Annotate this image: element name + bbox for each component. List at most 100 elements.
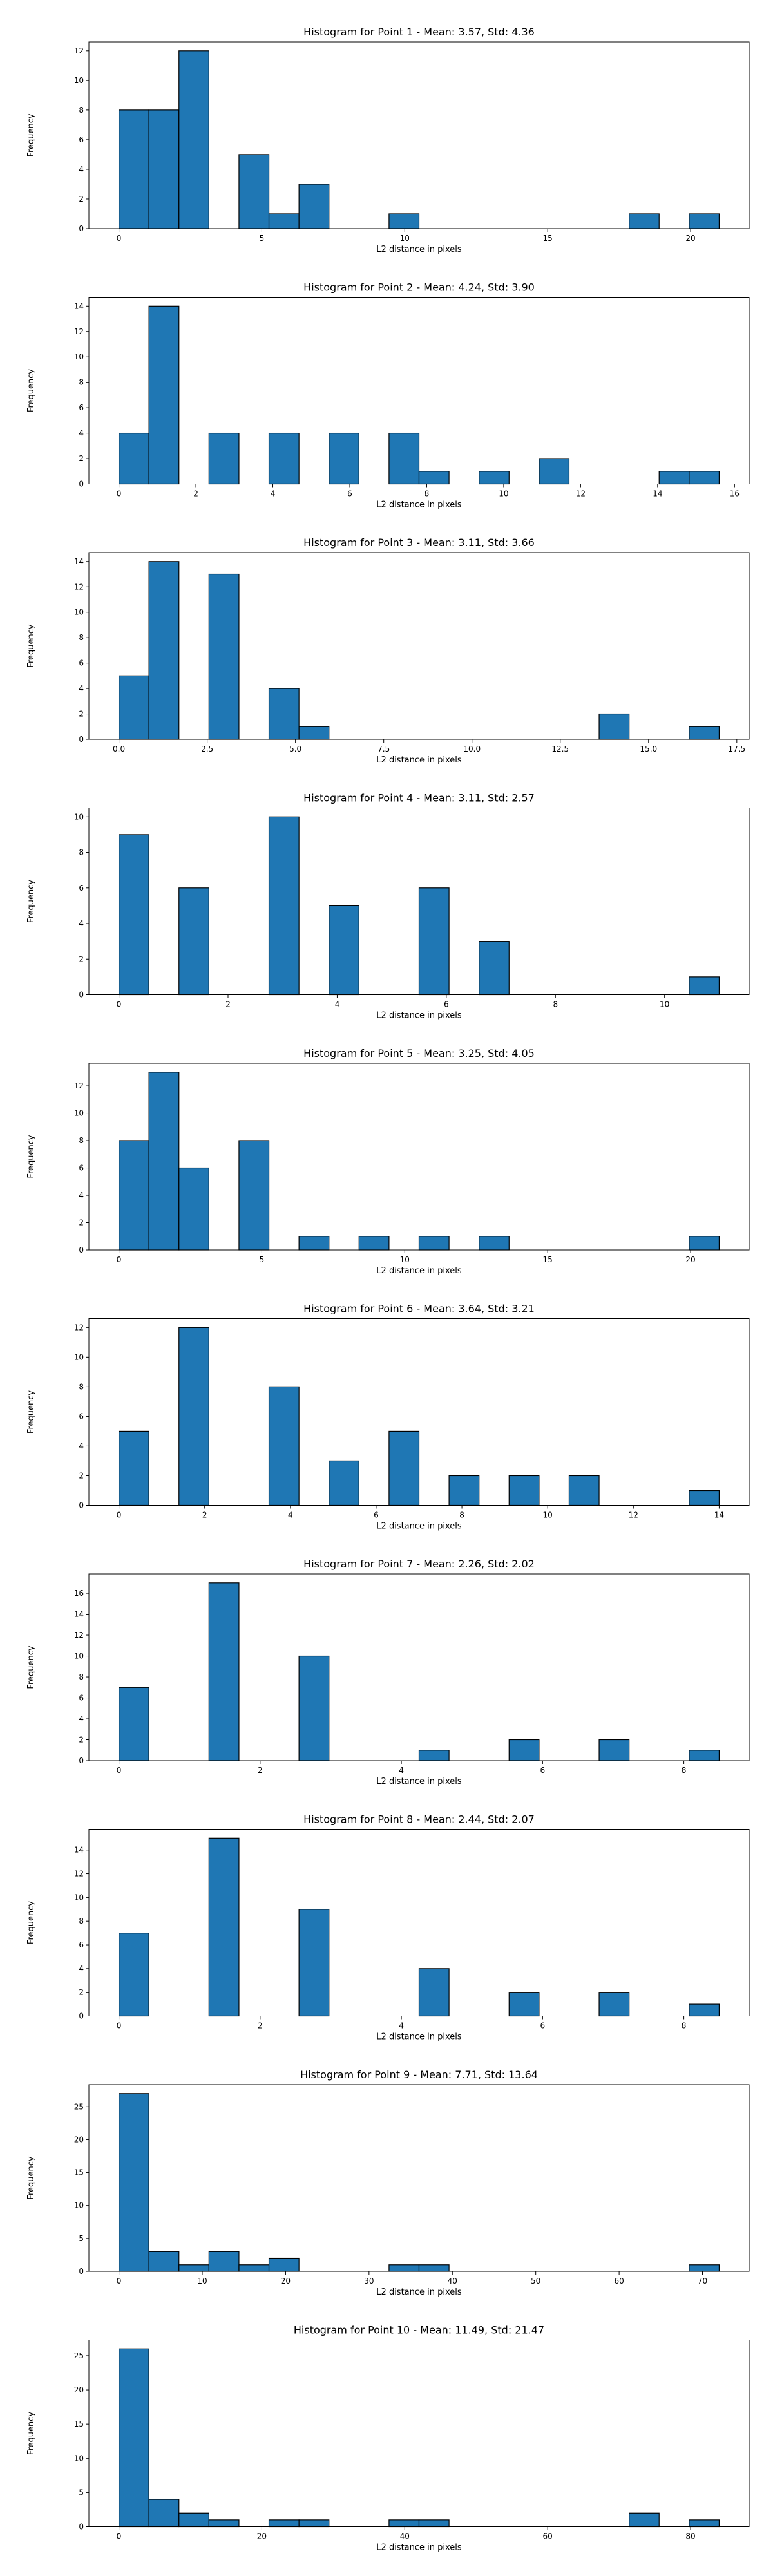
- histogram-bar: [118, 1687, 149, 1761]
- y-tick-label: 8: [79, 1917, 84, 1926]
- histogram-bar: [568, 1475, 600, 1506]
- histogram-bar: [539, 458, 570, 485]
- y-tick-label: 12: [74, 582, 84, 591]
- y-tick-label: 12: [74, 46, 84, 55]
- histogram-bar: [329, 1460, 359, 1506]
- chart-title: Histogram for Point 5 - Mean: 3.25, Std:…: [303, 1047, 535, 1059]
- histogram-panel: Histogram for Point 8 - Mean: 2.44, Std:…: [26, 1814, 750, 2042]
- y-tick-label: 14: [74, 1846, 84, 1855]
- histogram-bar: [118, 834, 149, 996]
- histogram-bar: [298, 1236, 330, 1251]
- chart-title: Histogram for Point 6 - Mean: 3.64, Std:…: [303, 1303, 535, 1315]
- histogram-bar: [238, 2264, 270, 2272]
- y-tick-label: 0: [79, 1756, 84, 1765]
- x-axis-label: L2 distance in pixels: [376, 2287, 462, 2297]
- y-tick-label: 25: [74, 2351, 84, 2360]
- histogram-bar: [508, 1475, 540, 1506]
- histogram-bar: [479, 471, 510, 485]
- x-tick-label: 4: [271, 489, 276, 498]
- histogram-bar: [448, 1475, 480, 1506]
- x-axis-label: L2 distance in pixels: [376, 245, 462, 254]
- y-tick-label: 15: [74, 2420, 84, 2429]
- histogram-bar: [178, 2512, 209, 2528]
- histogram-bar: [689, 213, 720, 229]
- x-tick-label: 20: [281, 2277, 291, 2286]
- x-tick-label: 14: [653, 489, 662, 498]
- x-tick-label: 10: [400, 234, 410, 243]
- histogram-bar: [208, 432, 240, 485]
- x-tick-label: 50: [531, 2277, 540, 2286]
- y-axis-label: Frequency: [26, 880, 36, 923]
- x-tick-label: 4: [399, 1766, 404, 1775]
- chart-title: Histogram for Point 9 - Mean: 7.71, Std:…: [300, 2069, 538, 2081]
- histogram-bar: [418, 2519, 450, 2528]
- histogram-bar: [178, 1167, 209, 1251]
- x-tick-label: 80: [685, 2532, 695, 2541]
- histogram-bar: [268, 1386, 300, 1506]
- x-tick-label: 60: [543, 2532, 553, 2541]
- x-tick-label: 0: [117, 2022, 122, 2031]
- x-tick-label: 2: [202, 1511, 207, 1520]
- x-axis-label: L2 distance in pixels: [376, 1777, 462, 1786]
- histogram-bar: [689, 1490, 720, 1506]
- x-tick-label: 2.5: [201, 744, 213, 753]
- x-tick-label: 17.5: [728, 744, 745, 753]
- x-tick-label: 6: [444, 1000, 449, 1009]
- histogram-bar: [298, 2519, 330, 2528]
- y-tick-label: 6: [79, 884, 84, 893]
- histogram-bar: [118, 2348, 149, 2528]
- y-tick-label: 10: [74, 2201, 84, 2210]
- histogram-panel: Histogram for Point 5 - Mean: 3.25, Std:…: [26, 1047, 750, 1276]
- x-tick-label: 0: [117, 1511, 122, 1520]
- x-tick-label: 10: [499, 489, 508, 498]
- y-tick-label: 6: [79, 135, 84, 144]
- x-tick-label: 0: [117, 2532, 122, 2541]
- x-tick-label: 15.0: [640, 744, 657, 753]
- y-tick-label: 6: [79, 659, 84, 668]
- x-tick-label: 8: [682, 2022, 687, 2031]
- histogram-bar: [118, 1933, 149, 2017]
- x-tick-label: 10: [400, 1255, 410, 1264]
- y-tick-label: 10: [74, 1893, 84, 1902]
- chart-title: Histogram for Point 8 - Mean: 2.44, Std:…: [303, 1814, 535, 1826]
- x-tick-label: 4: [288, 1511, 293, 1520]
- y-tick-label: 10: [74, 812, 84, 821]
- plot-frame: [88, 1573, 750, 1761]
- y-tick-label: 8: [79, 1672, 84, 1681]
- x-tick-label: 15: [543, 1255, 553, 1264]
- histogram-panel: Histogram for Point 10 - Mean: 11.49, St…: [26, 2324, 750, 2553]
- histogram-bar: [268, 2519, 300, 2528]
- x-tick-label: 20: [685, 1255, 695, 1264]
- y-tick-label: 4: [79, 919, 84, 928]
- histogram-bar: [629, 213, 660, 229]
- histogram-bar: [268, 2257, 300, 2272]
- y-tick-label: 2: [79, 194, 84, 204]
- histogram-bar: [329, 905, 359, 996]
- histogram-bar: [689, 1750, 720, 1761]
- y-tick-label: 0: [79, 2523, 84, 2532]
- histogram-bar: [598, 1739, 630, 1761]
- histogram-bar: [329, 432, 359, 485]
- y-tick-label: 6: [79, 1940, 84, 1949]
- x-axis-label: L2 distance in pixels: [376, 2032, 462, 2042]
- x-tick-label: 5: [260, 234, 265, 243]
- x-tick-label: 0: [117, 1000, 122, 1009]
- histogram-bar: [388, 432, 420, 485]
- y-tick-label: 12: [74, 1631, 84, 1640]
- x-tick-label: 60: [614, 2277, 624, 2286]
- histogram-bar: [148, 561, 180, 740]
- y-tick-label: 6: [79, 1164, 84, 1173]
- histogram-bar: [178, 887, 209, 996]
- y-tick-label: 4: [79, 165, 84, 174]
- histogram-bar: [148, 109, 180, 229]
- plot-frame: [88, 2340, 750, 2527]
- histogram-panel: Histogram for Point 2 - Mean: 4.24, Std:…: [26, 281, 750, 510]
- y-tick-label: 4: [79, 1191, 84, 1200]
- y-tick-label: 0: [79, 224, 84, 233]
- histogram-bar: [388, 2264, 420, 2272]
- histogram-panel: Histogram for Point 4 - Mean: 3.11, Std:…: [26, 792, 750, 1021]
- histogram-bar: [148, 2251, 180, 2272]
- histogram-bar: [298, 1909, 330, 2017]
- x-tick-label: 6: [540, 1766, 546, 1775]
